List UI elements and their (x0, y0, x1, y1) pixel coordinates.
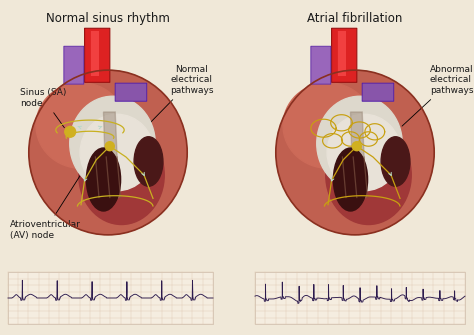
Text: Normal sinus rhythm: Normal sinus rhythm (46, 12, 170, 25)
FancyBboxPatch shape (84, 28, 110, 82)
Ellipse shape (381, 137, 410, 186)
Circle shape (105, 142, 114, 151)
Ellipse shape (25, 67, 191, 238)
FancyBboxPatch shape (115, 83, 147, 101)
Circle shape (65, 126, 75, 137)
Ellipse shape (80, 114, 154, 191)
Text: Sinus (SA)
node: Sinus (SA) node (20, 88, 66, 128)
FancyBboxPatch shape (311, 46, 331, 84)
Ellipse shape (36, 83, 126, 168)
FancyBboxPatch shape (91, 31, 99, 76)
FancyBboxPatch shape (64, 46, 84, 84)
Ellipse shape (283, 83, 373, 168)
Ellipse shape (276, 71, 434, 234)
Ellipse shape (327, 114, 401, 191)
Ellipse shape (29, 71, 187, 234)
Ellipse shape (333, 148, 368, 211)
Ellipse shape (70, 96, 155, 191)
FancyBboxPatch shape (8, 272, 213, 324)
Circle shape (352, 142, 361, 151)
FancyBboxPatch shape (338, 31, 346, 76)
Text: Normal
electrical
pathways: Normal electrical pathways (147, 65, 214, 126)
FancyBboxPatch shape (362, 83, 394, 101)
Text: Abnormal
electrical
pathways: Abnormal electrical pathways (402, 65, 474, 126)
Ellipse shape (317, 96, 402, 191)
Text: Atrioventricular
(AV) node: Atrioventricular (AV) node (10, 170, 83, 240)
FancyBboxPatch shape (332, 28, 357, 82)
Ellipse shape (86, 148, 120, 211)
FancyBboxPatch shape (255, 272, 465, 324)
Polygon shape (103, 112, 119, 198)
Text: Atrial fibrillation: Atrial fibrillation (307, 12, 403, 25)
Ellipse shape (272, 67, 438, 238)
Polygon shape (350, 112, 366, 198)
Ellipse shape (79, 126, 164, 224)
Ellipse shape (326, 126, 411, 224)
Ellipse shape (134, 137, 163, 186)
